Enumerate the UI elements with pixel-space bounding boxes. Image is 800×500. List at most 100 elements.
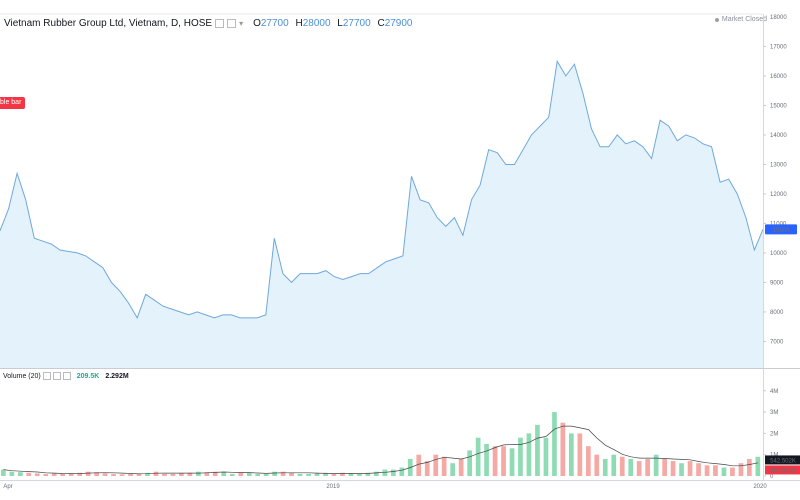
volume-bar — [9, 471, 15, 476]
volume-bar — [518, 437, 523, 476]
volume-bar — [43, 473, 49, 476]
pattern-flag[interactable]: ble bar — [0, 97, 26, 109]
volume-bar — [229, 473, 235, 476]
volume-bar — [136, 473, 142, 476]
volume-bar — [60, 473, 65, 476]
volume-bar — [331, 473, 337, 476]
volume-bar — [475, 437, 481, 476]
volume-bar — [391, 469, 396, 476]
volume-bar — [26, 472, 32, 476]
chart-title: Vietnam Rubber Group Ltd, Vietnam, D, HO… — [4, 17, 213, 29]
volume-bar — [552, 412, 557, 476]
volume-settings-icon[interactable] — [52, 372, 61, 380]
volume-tick-label: 2M — [770, 431, 778, 437]
more-chevron-icon[interactable]: ▾ — [239, 18, 244, 28]
volume-bar — [628, 459, 634, 476]
status-dot-icon — [714, 17, 719, 22]
price-tick-label: 10000 — [770, 251, 787, 257]
volume-bar — [696, 463, 701, 476]
volume-bar — [484, 444, 489, 476]
chart-header: Vietnam Rubber Group Ltd, Vietnam, D, HO… — [0, 14, 413, 32]
volume-bar — [34, 473, 40, 476]
volume-bar — [713, 465, 718, 476]
volume-bar — [492, 446, 498, 476]
volume-bar — [1, 469, 6, 476]
volume-bar — [450, 463, 455, 476]
volume-hide-icon[interactable] — [42, 372, 51, 380]
volume-bar — [119, 474, 125, 476]
volume-bar — [569, 433, 574, 476]
volume-bar — [51, 473, 57, 476]
volume-bar — [85, 471, 91, 476]
volume-bar — [687, 461, 693, 476]
volume-bar — [145, 472, 150, 476]
volume-bar — [170, 473, 176, 476]
volume-bar — [721, 467, 727, 476]
volume-bar — [543, 437, 549, 476]
volume-tag-1-label: 542.502K — [770, 458, 796, 464]
volume-close-icon[interactable] — [62, 372, 71, 380]
volume-bar — [586, 446, 591, 476]
volume-bar — [611, 454, 617, 476]
time-axis-label: 2019 — [326, 484, 340, 490]
volume-label: Volume (20) — [3, 372, 41, 380]
price-tick-label: 17000 — [770, 44, 787, 50]
volume-bar — [357, 473, 362, 476]
volume-bar — [679, 463, 684, 476]
volume-bar — [382, 469, 388, 476]
price-tick-label: 7000 — [770, 339, 784, 345]
volume-bar — [594, 454, 600, 476]
volume-bar — [162, 473, 167, 476]
volume-bar — [738, 463, 744, 476]
volume-ma-line — [3, 425, 759, 475]
volume-bar — [280, 471, 286, 476]
volume-bar — [204, 472, 210, 476]
volume-bar — [526, 433, 532, 476]
time-axis-label: 2020 — [753, 484, 767, 490]
volume-value-1: 209.5K — [76, 372, 100, 380]
last-price-label: 10800 — [773, 228, 790, 234]
time-axis-label: Apr — [3, 484, 12, 490]
volume-bar — [263, 473, 269, 476]
volume-bar — [153, 471, 159, 476]
volume-tag-2-label: 303.856K — [770, 468, 796, 474]
volume-tick-label: 0 — [770, 474, 774, 480]
volume-bar — [424, 461, 430, 476]
volume-bar — [560, 422, 566, 476]
volume-bar — [704, 465, 710, 476]
volume-bar — [314, 473, 320, 476]
price-tick-label: 18000 — [770, 15, 787, 21]
volume-bar — [221, 471, 227, 476]
volume-bar — [323, 472, 328, 476]
volume-bar — [238, 472, 244, 476]
volume-bar — [458, 459, 464, 476]
price-tick-label: 16000 — [770, 74, 787, 80]
volume-bar — [509, 448, 515, 476]
volume-bar — [179, 473, 184, 476]
price-area — [0, 61, 763, 368]
volume-tag-1 — [765, 455, 800, 465]
volume-bar — [348, 473, 354, 476]
price-line — [0, 59, 764, 320]
volume-bar — [128, 473, 133, 476]
volume-bar — [730, 467, 735, 476]
volume-bar — [111, 473, 116, 476]
price-tick-label: 15000 — [770, 103, 787, 109]
price-tick-label: 9000 — [770, 280, 784, 286]
volume-bar — [636, 461, 642, 476]
market-status: Market Closed — [714, 16, 767, 23]
volume-bar — [102, 473, 108, 476]
volume-header: Volume (20) 209.5K 2.292M — [3, 372, 129, 380]
hide-icon[interactable] — [215, 18, 225, 28]
volume-bar — [577, 433, 583, 476]
price-tick-label: 12000 — [770, 192, 787, 198]
settings-icon[interactable] — [227, 18, 237, 28]
volume-tick-label: 3M — [770, 410, 778, 416]
volume-bar — [18, 472, 23, 476]
volume-bar — [645, 459, 650, 476]
volume-bar — [94, 472, 99, 476]
volume-bar — [272, 471, 277, 476]
volume-bar — [467, 450, 472, 476]
